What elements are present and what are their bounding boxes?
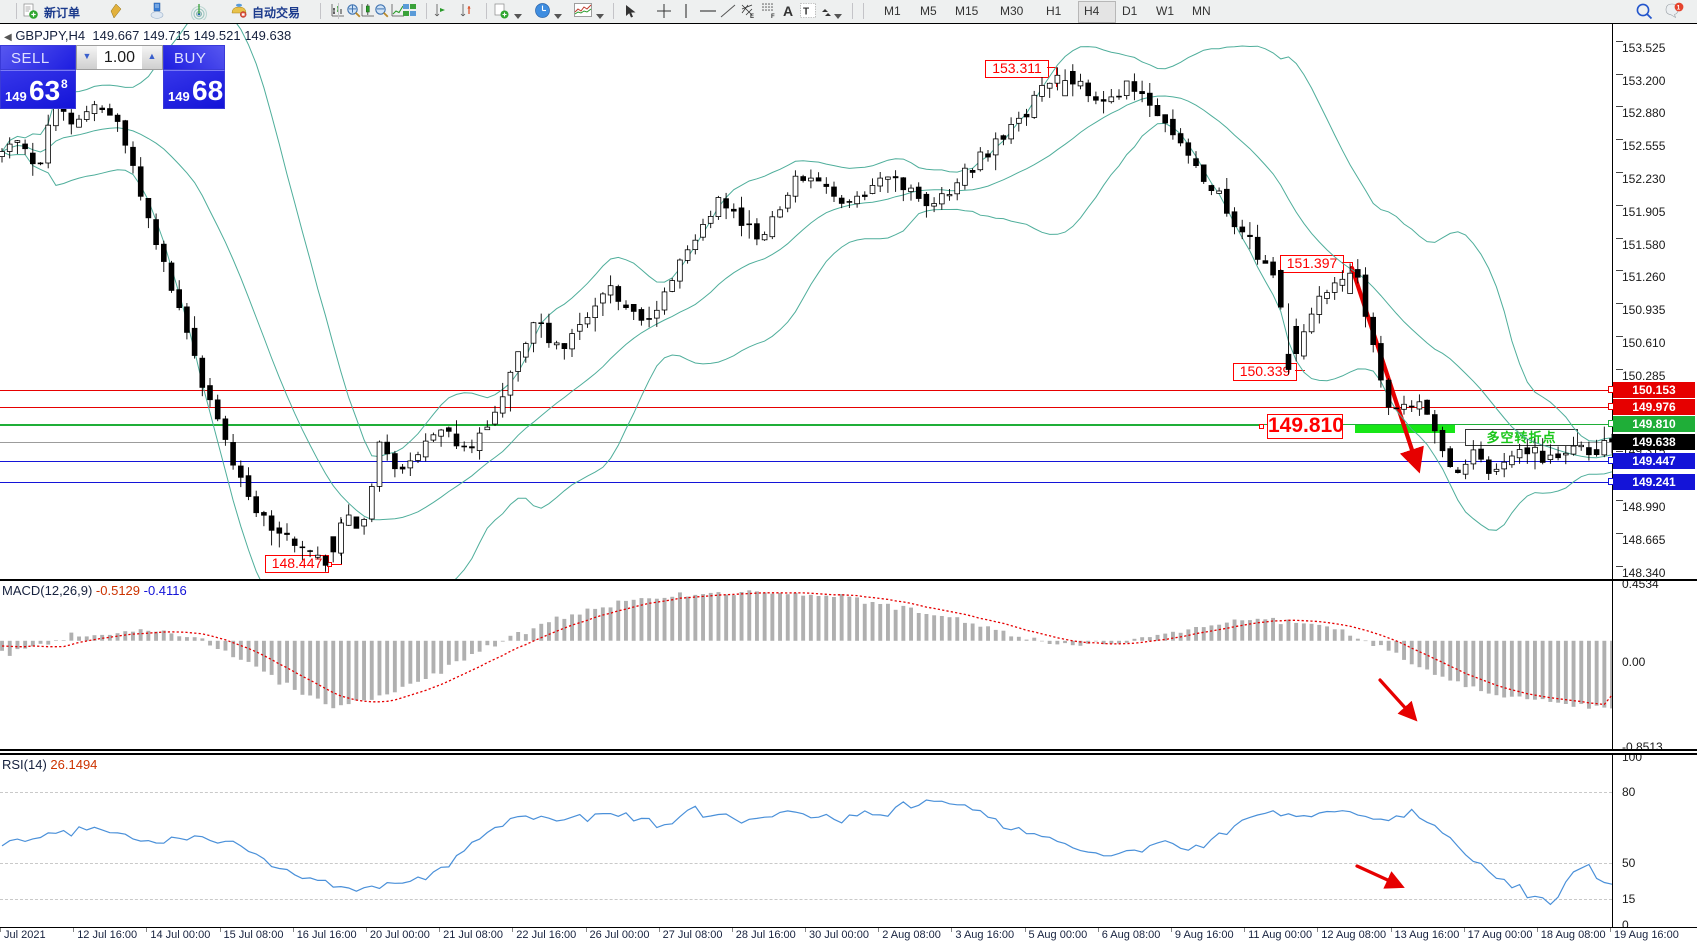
svg-text:1: 1 [1677, 5, 1681, 12]
svg-text:E: E [750, 14, 754, 19]
svg-text:F: F [771, 14, 775, 19]
svg-text:T: T [803, 7, 809, 18]
